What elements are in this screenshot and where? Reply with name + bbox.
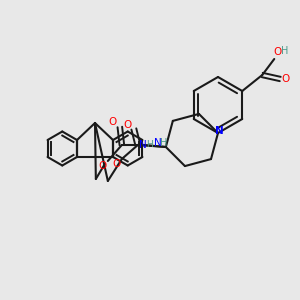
Text: O: O [113,159,121,169]
Text: H: H [160,138,167,148]
Text: O: O [281,74,290,84]
Text: N: N [214,126,224,136]
Text: O: O [109,117,117,127]
Text: O: O [273,47,281,57]
Text: O: O [99,161,107,171]
Text: H: H [280,46,288,56]
Text: H: H [146,140,153,149]
Text: N: N [139,140,147,150]
Text: N: N [154,138,162,148]
Text: O: O [124,120,132,130]
